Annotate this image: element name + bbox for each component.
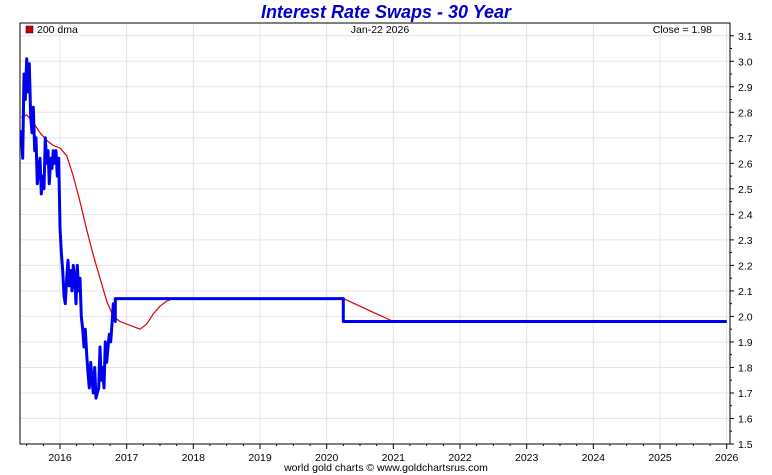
- y-tick-label: 3.1: [738, 31, 753, 43]
- y-tick-label: 2.8: [738, 107, 753, 119]
- x-tick-label: 2023: [515, 452, 539, 464]
- y-tick-label: 1.5: [738, 439, 753, 451]
- y-tick-label: 2.6: [738, 158, 753, 170]
- chart-title: Interest Rate Swaps - 30 Year: [260, 2, 512, 22]
- close-label: Close = 1.98: [653, 24, 712, 36]
- x-tick-label: 2019: [248, 452, 272, 464]
- y-tick-label: 2.0: [738, 311, 753, 323]
- y-tick-label: 2.4: [738, 209, 753, 221]
- y-tick-label: 2.3: [738, 235, 753, 247]
- x-tick-label: 2016: [48, 452, 72, 464]
- y-tick-label: 2.5: [738, 184, 753, 196]
- date-label: Jan-22 2026: [351, 24, 410, 36]
- y-tick-label: 1.6: [738, 413, 753, 425]
- y-tick-label: 2.7: [738, 133, 753, 145]
- price-series-layer: [19, 57, 727, 400]
- y-tick-label: 2.1: [738, 286, 753, 298]
- y-tick-label: 2.9: [738, 82, 753, 94]
- legend-label-200-dma: 200 dma: [37, 24, 78, 36]
- y-tick-label: 1.7: [738, 388, 753, 400]
- x-tick-label: 2018: [182, 452, 206, 464]
- y-tick-label: 2.2: [738, 260, 753, 272]
- x-axis: 2016 2017 2018 2019 2020 2021 2022 2023 2024 2025…: [26, 444, 739, 464]
- x-tick-label: 2020: [315, 452, 339, 464]
- x-tick-label: 2025: [648, 452, 672, 464]
- chart-header: 200 dma Jan-22 2026 Close = 1.98: [25, 24, 712, 36]
- x-tick-label: 2024: [582, 452, 606, 464]
- legend-swatch-200-dma: [25, 25, 34, 34]
- y-tick-label: 1.8: [738, 362, 753, 374]
- swap-rate-line: [19, 57, 727, 400]
- y-tick-label: 3.0: [738, 56, 753, 68]
- x-tick-label: 2021: [382, 452, 406, 464]
- x-tick-label: 2017: [115, 452, 139, 464]
- x-tick-label: 2026: [715, 452, 739, 464]
- x-tick-label: 2022: [448, 452, 472, 464]
- y-axis: 1.5 1.6 1.7 1.8 1.9 2.0 2.1 2.2 2.3 2.4 2.5 2.6 2.7 2…: [730, 31, 753, 451]
- y-tick-label: 1.9: [738, 337, 753, 349]
- footer-credit: world gold charts © www.goldchartsrus.co…: [284, 462, 488, 474]
- grid: [20, 23, 730, 445]
- plot-frame: [19, 22, 731, 445]
